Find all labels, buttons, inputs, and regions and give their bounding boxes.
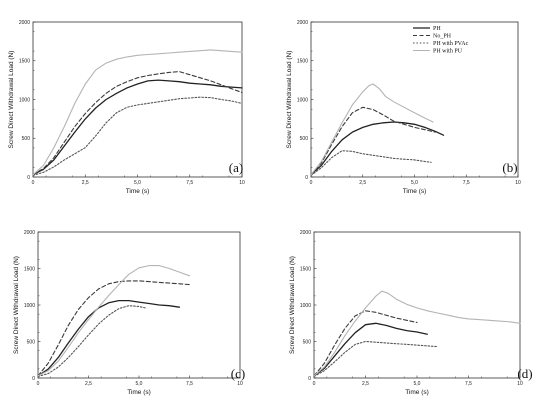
y-tick-label: 500: [22, 136, 31, 142]
y-tick-label: 0: [305, 175, 308, 181]
x-tick-label: 2,5: [82, 180, 89, 186]
y-tick-label: 500: [300, 136, 309, 142]
x-axis-label: Time (s): [126, 188, 150, 195]
series-line-dotted: [37, 305, 146, 378]
series-line-dotted: [32, 96, 243, 176]
legend-entry: PH with PU: [433, 49, 463, 55]
x-tick-label: 0: [310, 180, 313, 186]
y-tick-label: 1000: [297, 97, 308, 103]
y-tick-label: 0: [308, 376, 311, 382]
x-tick-label: 5,0: [414, 381, 421, 387]
x-tick-label: 2,5: [85, 381, 92, 387]
series-line-solid-dark: [310, 121, 445, 176]
y-tick-label: 2000: [24, 230, 35, 236]
panel-letter: (b): [502, 160, 517, 175]
y-tick-label: 2000: [19, 20, 30, 26]
x-tick-label: 7,5: [465, 381, 472, 387]
y-tick-label: 1000: [300, 303, 311, 309]
x-tick-label: 10: [237, 381, 243, 387]
chart-panel: 0 2,5 5,0 7,5 10 0 500 1000 1500 2000 Time (s) Scre…: [8, 20, 245, 195]
y-tick-label: 500: [303, 339, 312, 345]
x-tick-label: 7,5: [186, 180, 193, 186]
series-line-solid-light: [32, 49, 243, 176]
y-axis-label: Screw Direct Withdrawal Load (N): [289, 256, 296, 354]
x-tick-label: 10: [515, 180, 521, 186]
series-line-solid-light: [310, 83, 434, 176]
x-tick-label: 5,0: [134, 180, 141, 186]
series-line-solid-light: [313, 290, 521, 377]
series-line-solid-light: [37, 265, 191, 377]
series-line-dashed: [32, 71, 243, 176]
y-axis-label: Screw Direct Withdrawal Load (N): [13, 256, 20, 354]
panel-letter: (a): [229, 160, 243, 175]
y-tick-label: 1000: [19, 97, 30, 103]
x-tick-label: 5,0: [136, 381, 143, 387]
panel-letter: (d): [517, 366, 532, 381]
legend-entry: No_PH: [433, 34, 452, 40]
y-tick-label: 500: [27, 339, 36, 345]
series-line-dashed: [310, 106, 436, 176]
legend-entry: PH: [433, 26, 441, 32]
y-tick-label: 1500: [19, 59, 30, 65]
x-axis-label: Time (s): [127, 389, 151, 396]
series-line-dashed: [313, 310, 418, 377]
series-line-dotted: [313, 340, 439, 378]
y-tick-label: 2000: [297, 20, 308, 26]
x-tick-label: 2,5: [362, 381, 369, 387]
y-tick-label: 0: [32, 376, 35, 382]
series-line-solid-dark: [313, 322, 428, 377]
x-axis-label: Time (s): [403, 188, 427, 195]
x-tick-label: 7,5: [186, 381, 193, 387]
chart-panel: 0 2,5 5,0 7,5 10 0 500 1000 1500 2000 Time (s) Scre…: [286, 20, 521, 195]
x-tick-label: 10: [239, 180, 245, 186]
y-axis-label: Screw Direct Withdrawal Load (N): [286, 51, 293, 149]
x-tick-label: 5,0: [411, 180, 418, 186]
series-line-solid-dark: [37, 299, 181, 377]
x-tick-label: 0: [313, 381, 316, 387]
x-tick-label: 0: [32, 180, 35, 186]
panel-letter: (c): [231, 366, 245, 381]
y-tick-label: 1500: [300, 266, 311, 272]
y-tick-label: 1000: [24, 303, 35, 309]
legend-entry: PH with PVAc: [433, 41, 469, 47]
chart-panel: 0 2,5 5,0 7,5 10 0 500 1000 1500 2000 Time (s) Scre…: [289, 230, 533, 396]
y-tick-label: 0: [27, 175, 30, 181]
x-tick-label: 0: [37, 381, 40, 387]
series-line-dotted: [310, 150, 432, 176]
y-tick-label: 1500: [297, 59, 308, 65]
y-tick-label: 2000: [300, 230, 311, 236]
x-tick-label: 7,5: [463, 180, 470, 186]
x-tick-label: 2,5: [359, 180, 366, 186]
y-tick-label: 1500: [24, 266, 35, 272]
x-axis-label: Time (s): [405, 389, 429, 396]
series-line-dashed: [37, 280, 191, 377]
x-tick-label: 10: [517, 381, 523, 387]
chart-panel: 0 2,5 5,0 7,5 10 0 500 1000 1500 2000 Time (s) Scre…: [13, 230, 245, 396]
series-line-solid-dark: [32, 79, 243, 176]
y-axis-label: Screw Direct Withdrawal Load (N): [8, 51, 15, 149]
